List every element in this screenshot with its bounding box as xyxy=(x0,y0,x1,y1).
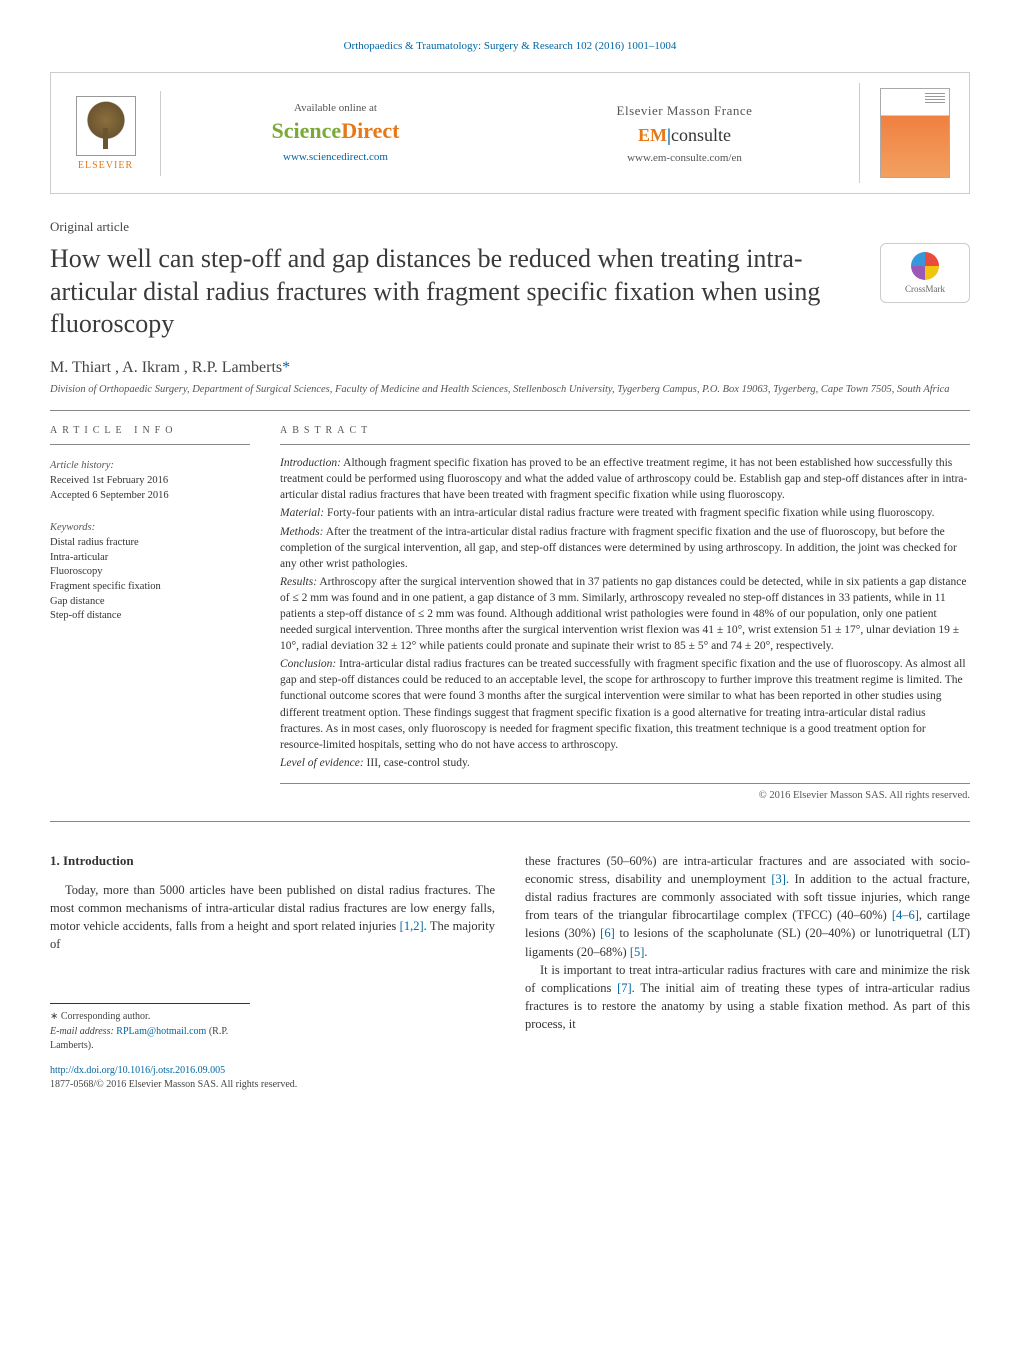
running-head: Orthopaedics & Traumatology: Surgery & R… xyxy=(50,40,970,52)
sciencedirect-link[interactable]: www.sciencedirect.com xyxy=(283,151,388,163)
abs-methods-label: Methods: xyxy=(280,526,323,538)
em-brand: Elsevier Masson France xyxy=(520,103,849,119)
abs-intro: Although fragment specific fixation has … xyxy=(280,457,967,501)
keyword-item: Fragment specific fixation xyxy=(50,580,250,595)
doi-link[interactable]: http://dx.doi.org/10.1016/j.otsr.2016.09… xyxy=(50,1065,225,1076)
elsevier-logo-block: ELSEVIER xyxy=(51,91,161,176)
abs-conclusion-label: Conclusion: xyxy=(280,658,336,670)
rule-meta xyxy=(50,444,250,445)
abs-results: Arthroscopy after the surgical intervent… xyxy=(280,576,966,652)
abs-loe-label: Level of evidence: xyxy=(280,757,364,769)
publisher-banner: ELSEVIER Available online at ScienceDire… xyxy=(50,72,970,194)
keyword-item: Fluoroscopy xyxy=(50,565,250,580)
abs-conclusion: Intra-articular distal radius fractures … xyxy=(280,658,966,750)
citation-1-2[interactable]: [1,2] xyxy=(400,919,424,933)
crossmark-icon xyxy=(911,252,939,280)
abs-intro-label: Introduction: xyxy=(280,457,341,469)
body-col-right: these fractures (50–60%) are intra-artic… xyxy=(525,852,970,1093)
elsevier-tree-icon xyxy=(76,96,136,156)
keyword-item: Step-off distance xyxy=(50,609,250,624)
body-para-1: Today, more than 5000 articles have been… xyxy=(50,881,495,954)
corresponding-email-link[interactable]: RPLam@hotmail.com xyxy=(116,1026,206,1037)
rule-top xyxy=(50,410,970,411)
sd-logo-dir: Direct xyxy=(341,118,399,143)
abs-material-label: Material: xyxy=(280,507,324,519)
keyword-item: Gap distance xyxy=(50,595,250,610)
history-label: Article history: xyxy=(50,459,250,474)
authors-names: M. Thiart , A. Ikram , R.P. Lamberts xyxy=(50,359,282,376)
citation-6[interactable]: [6] xyxy=(600,926,615,940)
article-title: How well can step-off and gap distances … xyxy=(50,243,860,341)
keyword-item: Intra-articular xyxy=(50,551,250,566)
body-para-3: It is important to treat intra-articular… xyxy=(525,961,970,1034)
authors-line: M. Thiart , A. Ikram , R.P. Lamberts* xyxy=(50,359,970,377)
article-history-block: Article history: Received 1st February 2… xyxy=(50,459,250,503)
journal-cover-block xyxy=(859,83,969,183)
accepted-date: Accepted 6 September 2016 xyxy=(50,489,250,504)
keyword-item: Distal radius fracture xyxy=(50,536,250,551)
body-columns: 1. Introduction Today, more than 5000 ar… xyxy=(50,852,970,1093)
corresponding-author-note: ∗ Corresponding author. xyxy=(50,1010,250,1025)
body-para-2: these fractures (50–60%) are intra-artic… xyxy=(525,852,970,961)
received-date: Received 1st February 2016 xyxy=(50,474,250,489)
article-info-column: article info Article history: Received 1… xyxy=(50,425,250,801)
abs-loe: III, case-control study. xyxy=(367,757,470,769)
emconsulte-link[interactable]: www.em-consulte.com/en xyxy=(520,152,849,164)
rule-bottom xyxy=(50,821,970,822)
abstract-box: Introduction: Although fragment specific… xyxy=(280,444,970,784)
article-info-head: article info xyxy=(50,425,250,436)
keywords-label: Keywords: xyxy=(50,521,250,536)
abstract-head: abstract xyxy=(280,425,970,436)
elsevier-label: ELSEVIER xyxy=(61,160,150,171)
sd-available-text: Available online at xyxy=(171,102,500,114)
abs-results-label: Results: xyxy=(280,576,317,588)
crossmark-badge[interactable]: CrossMark xyxy=(880,243,970,303)
section-1-head: 1. Introduction xyxy=(50,852,495,871)
citation-5[interactable]: [5] xyxy=(630,945,645,959)
footnotes-block: ∗ Corresponding author. E-mail address: … xyxy=(50,1003,250,1054)
citation-3[interactable]: [3] xyxy=(771,872,786,886)
corresponding-marker: * xyxy=(282,359,290,376)
article-type: Original article xyxy=(50,219,970,235)
affiliation: Division of Orthopaedic Surgery, Departm… xyxy=(50,383,970,397)
issn-copyright: 1877-0568/© 2016 Elsevier Masson SAS. Al… xyxy=(50,1078,495,1093)
body-col-left: 1. Introduction Today, more than 5000 ar… xyxy=(50,852,495,1093)
sciencedirect-block: Available online at ScienceDirect www.sc… xyxy=(161,97,510,169)
sciencedirect-logo: ScienceDirect xyxy=(171,118,500,144)
citation-7[interactable]: [7] xyxy=(617,981,632,995)
abstract-copyright: © 2016 Elsevier Masson SAS. All rights r… xyxy=(280,790,970,801)
abs-material: Forty-four patients with an intra-articu… xyxy=(327,507,935,519)
citation-4-6[interactable]: [4–6] xyxy=(892,908,919,922)
crossmark-label: CrossMark xyxy=(905,284,945,294)
em-logo-consulte: consulte xyxy=(671,125,731,145)
abs-methods: After the treatment of the intra-articul… xyxy=(280,526,957,570)
abstract-column: abstract Introduction: Although fragment… xyxy=(280,425,970,801)
emconsulte-block: Elsevier Masson France EM|consulte www.e… xyxy=(510,98,859,169)
para2e: . xyxy=(644,945,647,959)
keywords-block: Keywords: Distal radius fracture Intra-a… xyxy=(50,521,250,624)
journal-cover-thumb xyxy=(880,88,950,178)
email-label: E-mail address: xyxy=(50,1026,114,1037)
em-logo: EM|consulte xyxy=(520,125,849,146)
doi-block: http://dx.doi.org/10.1016/j.otsr.2016.09… xyxy=(50,1064,495,1093)
sd-logo-sci: Science xyxy=(272,118,342,143)
em-logo-em: EM xyxy=(638,125,667,145)
